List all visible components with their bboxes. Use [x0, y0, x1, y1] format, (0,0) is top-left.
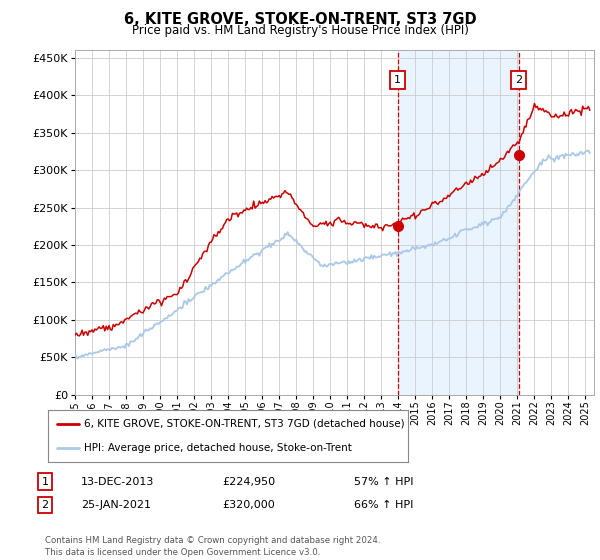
Text: 57% ↑ HPI: 57% ↑ HPI	[354, 477, 413, 487]
Text: HPI: Average price, detached house, Stoke-on-Trent: HPI: Average price, detached house, Stok…	[84, 442, 352, 452]
Text: £224,950: £224,950	[222, 477, 275, 487]
Text: 2: 2	[41, 500, 49, 510]
Text: Price paid vs. HM Land Registry's House Price Index (HPI): Price paid vs. HM Land Registry's House …	[131, 24, 469, 36]
Text: 13-DEC-2013: 13-DEC-2013	[81, 477, 154, 487]
Text: 6, KITE GROVE, STOKE-ON-TRENT, ST3 7GD: 6, KITE GROVE, STOKE-ON-TRENT, ST3 7GD	[124, 12, 476, 27]
Text: 66% ↑ HPI: 66% ↑ HPI	[354, 500, 413, 510]
Text: 2: 2	[515, 76, 522, 85]
Text: 25-JAN-2021: 25-JAN-2021	[81, 500, 151, 510]
Text: 6, KITE GROVE, STOKE-ON-TRENT, ST3 7GD (detached house): 6, KITE GROVE, STOKE-ON-TRENT, ST3 7GD (…	[84, 419, 404, 429]
Text: £320,000: £320,000	[222, 500, 275, 510]
Text: Contains HM Land Registry data © Crown copyright and database right 2024.
This d: Contains HM Land Registry data © Crown c…	[45, 536, 380, 557]
Bar	[398, 50, 518, 395]
Text: 1: 1	[394, 76, 401, 85]
Text: 1: 1	[41, 477, 49, 487]
